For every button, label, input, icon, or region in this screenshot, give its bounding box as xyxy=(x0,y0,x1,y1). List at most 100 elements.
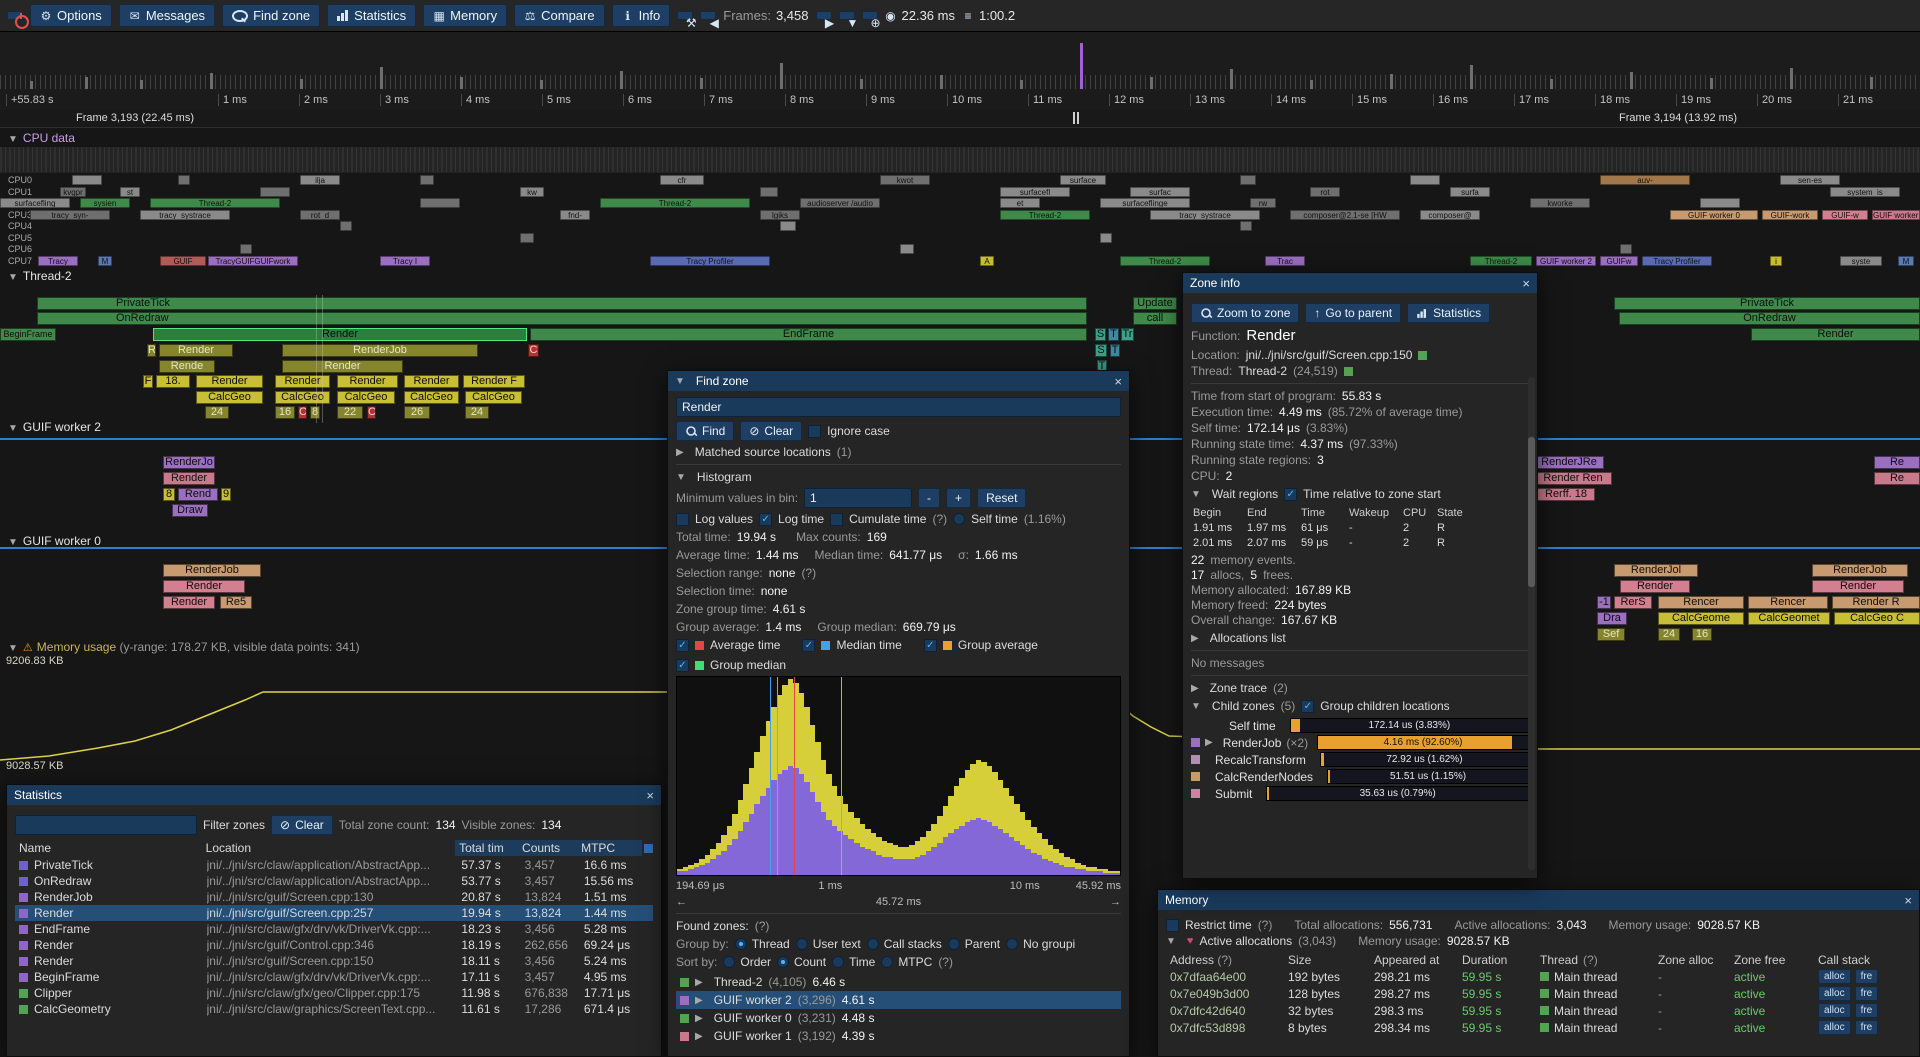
timeline-zone[interactable]: RenderJo xyxy=(163,456,215,469)
found-zone-group-row[interactable]: ▶ GUIF worker 0 (3,231) 4.48 s xyxy=(676,1009,1121,1027)
free-callstack-button[interactable]: fre xyxy=(1854,986,1879,1001)
go-to-parent-button[interactable]: ↑ Go to parent xyxy=(1305,303,1402,323)
statistics-row[interactable]: RenderJob jni/../jni/src/guif/Screen.cpp… xyxy=(15,889,653,905)
column-header-location[interactable]: Location xyxy=(205,841,252,855)
goto-frame-button[interactable]: ⊕ xyxy=(861,11,881,30)
column-header-counts[interactable]: Counts xyxy=(518,840,578,856)
timeline-zone[interactable]: 16 xyxy=(1692,628,1712,641)
cpu-zone-segment[interactable] xyxy=(240,244,252,254)
cpu-zone-segment[interactable]: tracy_systrace xyxy=(140,210,230,220)
messages-button[interactable]: ✉ Messages xyxy=(118,4,216,27)
cpu-zone-segment[interactable]: GUIF worker 2 xyxy=(1536,256,1596,266)
cpu-zone-segment[interactable]: Tracy xyxy=(38,256,78,266)
cpu-zone-segment[interactable]: kwot xyxy=(880,175,930,185)
wait-regions-header[interactable]: ▼ Wait regions Time relative to zone sta… xyxy=(1191,487,1529,501)
statistics-row[interactable]: Clipper jni/../jni/src/claw/gfx/geo/Clip… xyxy=(15,985,653,1001)
legend-item[interactable]: Group average xyxy=(923,638,1038,652)
histogram-section-header[interactable]: ▼ Histogram xyxy=(676,470,752,484)
group-by-option[interactable]: User text xyxy=(795,937,861,951)
timeline-zone[interactable]: C xyxy=(528,344,539,357)
timeline-zone[interactable]: Render F xyxy=(463,375,525,388)
radio-button[interactable] xyxy=(947,938,960,950)
timeline-zone[interactable]: CalcGeomet xyxy=(1748,612,1830,625)
statistics-row[interactable]: EndFrame jni/../jni/src/claw/gfx/drv/vk/… xyxy=(15,921,653,937)
cpu-zone-segment[interactable] xyxy=(520,233,534,243)
timeline-zone[interactable]: 9 xyxy=(221,488,231,501)
cpu-zone-segment[interactable]: et xyxy=(1000,198,1040,208)
timeline-zone[interactable]: Draw xyxy=(172,504,208,517)
radio-button[interactable] xyxy=(866,938,879,950)
cpu-zone-segment[interactable]: rot_d xyxy=(300,210,340,220)
cpu-zone-segment[interactable]: TracyGUIFGUIFwork xyxy=(208,256,298,266)
group-by-option[interactable]: Call stacks xyxy=(866,937,942,951)
timeline-zone[interactable]: Render xyxy=(282,360,403,373)
timeline-zone[interactable]: 22 xyxy=(337,406,363,419)
cpu-zone-segment[interactable]: kworke xyxy=(1530,198,1590,208)
timeline-zone[interactable]: CalcGeo xyxy=(196,391,263,404)
timeline-zone[interactable]: OnRedraw xyxy=(1619,312,1920,325)
child-zone-row[interactable]: CalcRenderNodes 51.51 us (1.15%) xyxy=(1191,768,1529,785)
power-button[interactable] xyxy=(7,11,29,29)
timeline-zone[interactable]: Rend xyxy=(178,488,218,501)
sort-by-option[interactable]: MTPC xyxy=(881,955,932,969)
cpu-zone-segment[interactable] xyxy=(900,244,914,254)
legend-item[interactable]: Median time xyxy=(802,638,902,652)
range-left-arrow[interactable]: ← xyxy=(676,896,687,908)
radio-button[interactable] xyxy=(734,938,747,950)
allocations-list-header[interactable]: ▶ Allocations list xyxy=(1191,631,1286,645)
column-header-thread[interactable]: Thread (?) xyxy=(1540,952,1598,967)
find-button[interactable]: Find xyxy=(676,421,735,441)
timeline-zone[interactable]: EndFrame xyxy=(530,328,1087,341)
timeline-zone[interactable]: R xyxy=(147,344,156,357)
timeline-zone[interactable]: C xyxy=(298,406,307,419)
cpu-zone-segment[interactable]: Thread-2 xyxy=(1470,256,1532,266)
timeline-zone[interactable]: CalcGeo xyxy=(337,391,395,404)
cumulate-time-checkbox[interactable] xyxy=(830,512,844,526)
cpu-zone-segment[interactable]: sen-es xyxy=(1780,175,1840,185)
timeline-zone[interactable]: 24 xyxy=(1658,628,1680,641)
timeline-zone[interactable]: 24 xyxy=(205,406,229,419)
cpu-zone-segment[interactable]: surfaceflinge xyxy=(1100,198,1190,208)
child-zone-row[interactable]: Self time 172.14 us (3.83%) xyxy=(1191,717,1529,734)
log-time-checkbox[interactable] xyxy=(759,512,773,526)
timeline-zone[interactable]: Tr xyxy=(1121,328,1134,341)
column-header-duration[interactable]: Duration xyxy=(1462,952,1508,967)
cpu-zone-segment[interactable]: GUIFw xyxy=(1600,256,1638,266)
statistics-row[interactable]: OnRedraw jni/../jni/src/claw/application… xyxy=(15,873,653,889)
statistics-button[interactable]: Statistics xyxy=(327,4,417,27)
cpu-zone-segment[interactable]: rw xyxy=(1250,198,1276,208)
timeline-zone[interactable]: T xyxy=(1110,344,1120,357)
scrollbar[interactable] xyxy=(1528,377,1535,870)
cpu-zone-segment[interactable]: composer@2.1-se [HW xyxy=(1290,210,1400,220)
compare-button[interactable]: ⚖ Compare xyxy=(514,4,605,27)
radio-button[interactable] xyxy=(795,938,808,950)
zoom-to-zone-button[interactable]: Zoom to zone xyxy=(1191,303,1300,323)
cpu-zone-segment[interactable]: surfacefl xyxy=(1000,187,1070,197)
increment-button[interactable]: + xyxy=(946,488,972,508)
sort-by-option[interactable]: Time xyxy=(832,955,875,969)
cpu-zone-segment[interactable] xyxy=(760,187,778,197)
timeline-zone[interactable]: Render xyxy=(159,344,233,357)
child-zone-row[interactable]: ▶ RenderJob (×2) 4.16 ms (92.60%) xyxy=(1191,734,1529,751)
timeline-zone[interactable]: Rencer xyxy=(1748,596,1828,609)
close-icon[interactable]: × xyxy=(1904,892,1912,908)
statistics-row[interactable]: CalcGeometry jni/../jni/src/claw/graphic… xyxy=(15,1001,653,1017)
cpu-zone-segment[interactable]: GUIF worker 0 xyxy=(1670,210,1758,220)
memory-titlebar[interactable]: Memory × xyxy=(1158,890,1919,910)
restrict-time-checkbox[interactable] xyxy=(1166,918,1179,932)
decrement-button[interactable]: - xyxy=(918,488,941,508)
clear-filter-button[interactable]: ⊘ Clear xyxy=(271,815,333,835)
cpu-zone-segment[interactable]: audioserver /audio xyxy=(800,198,880,208)
legend-checkbox[interactable] xyxy=(802,638,816,652)
cpu-zone-segment[interactable]: Thread-2 xyxy=(150,198,280,208)
cpu-zone-segment[interactable] xyxy=(340,221,352,231)
column-header-appeared[interactable]: Appeared at xyxy=(1374,952,1440,967)
find-zone-titlebar[interactable]: ▼ Find zone × xyxy=(668,371,1129,391)
findzone-histogram[interactable] xyxy=(676,676,1121,876)
timeline-zone[interactable]: S xyxy=(1095,328,1106,341)
timeline-zone[interactable]: S xyxy=(1095,344,1107,357)
group-by-option[interactable]: Parent xyxy=(947,937,1000,951)
statistics-row[interactable]: Render jni/../jni/src/guif/Control.cpp:3… xyxy=(15,937,653,953)
alloc-callstack-button[interactable]: alloc xyxy=(1818,986,1851,1001)
guif-worker0-header[interactable]: ▼ GUIF worker 0 xyxy=(8,534,101,548)
